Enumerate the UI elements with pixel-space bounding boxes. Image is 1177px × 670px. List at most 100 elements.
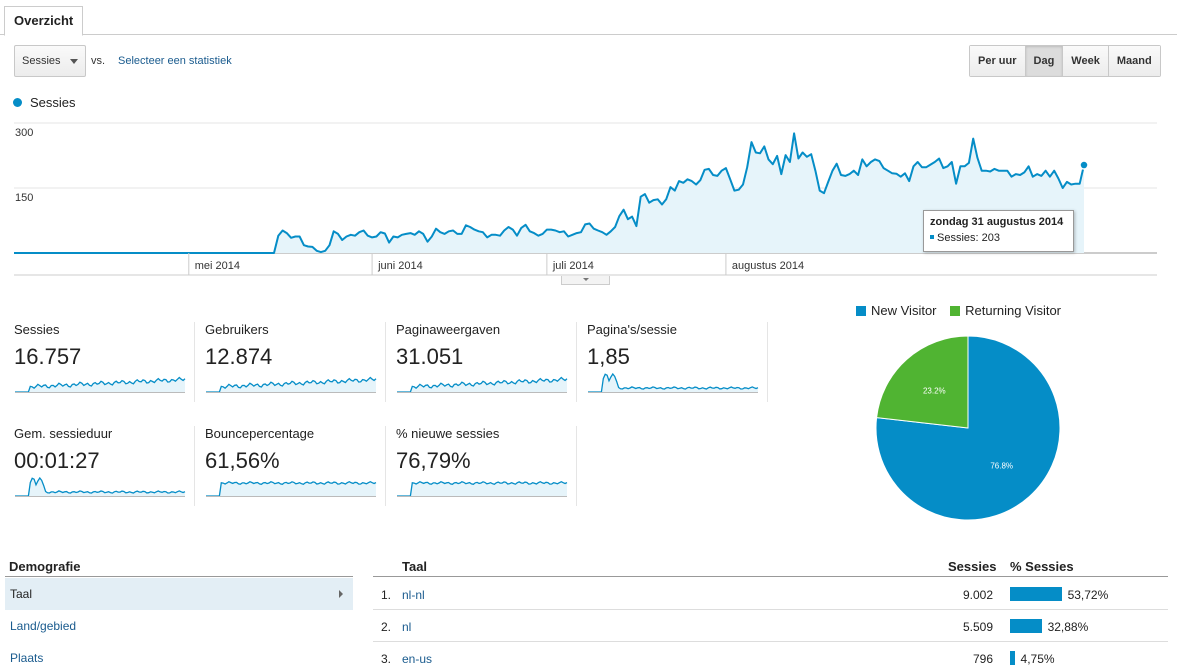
- metric-dropdown-label: Sessies: [22, 55, 61, 67]
- tab-overview[interactable]: Overzicht: [4, 6, 84, 36]
- scorecard-bounce-rate[interactable]: Bouncepercentage 61,56%: [205, 426, 386, 506]
- row-sessions: 796: [972, 652, 993, 666]
- sparkline: [397, 376, 568, 393]
- sessions-line: [14, 132, 1085, 254]
- row-language-link[interactable]: nl: [402, 620, 412, 634]
- chevron-down-icon: [583, 278, 589, 281]
- chart-legend: Sessies: [13, 95, 76, 110]
- vs-label: vs.: [91, 55, 106, 67]
- scorecard-label: % nieuwe sessies: [396, 426, 500, 441]
- sparkline-area: [15, 478, 185, 496]
- scorecard-value: 1,85: [587, 344, 630, 369]
- pie-slice-returning-visitor: [876, 335, 969, 429]
- sparkline-line: [206, 480, 377, 497]
- row-language-link[interactable]: en-us: [402, 652, 433, 666]
- sparkline-area: [206, 481, 376, 496]
- scorecard-sessions[interactable]: Sessies 16.757: [14, 322, 195, 402]
- demographics-heading: Demografie: [9, 559, 81, 574]
- table-row: 3. en-us 796 4,75%: [373, 642, 1168, 670]
- chart-collapse-handle[interactable]: [561, 276, 610, 285]
- scorecard-label: Pagina's/sessie: [587, 322, 677, 337]
- scorecard-value: 61,56%: [205, 448, 280, 473]
- column-header-pct-sessions: % Sessies: [1010, 559, 1074, 574]
- scorecard-value: 00:01:27: [14, 448, 100, 473]
- y-tick-label: 300: [15, 127, 33, 139]
- row-percent: 32,88%: [1047, 620, 1089, 634]
- x-tick-label: juni 2014: [377, 260, 423, 272]
- pie-slice-label: 23.2%: [923, 386, 946, 395]
- column-header-language: Taal: [402, 559, 428, 574]
- tooltip-value: Sessies: 203: [930, 232, 1067, 244]
- row-percent-bar: [1010, 587, 1062, 601]
- highlighted-point: [1079, 160, 1089, 170]
- row-percent-bar: [1010, 619, 1042, 633]
- x-tick-label: augustus 2014: [732, 260, 804, 272]
- sparkline: [397, 480, 568, 497]
- sparkline: [15, 476, 186, 497]
- per-hour-button[interactable]: Per uur: [970, 46, 1026, 76]
- scorecard-label: Sessies: [14, 322, 60, 337]
- visitor-type-pie-chart[interactable]: 76.8% 23.2%: [870, 330, 1066, 526]
- row-number: 3.: [381, 652, 392, 666]
- sparkline: [206, 376, 377, 393]
- x-tick-label: juli 2014: [552, 260, 594, 272]
- row-percent-bar: [1010, 651, 1015, 665]
- scorecard-label: Bouncepercentage: [205, 426, 315, 441]
- sessions-line-chart[interactable]: 300 150 mei 2014 juni 2014 juli 2014 augustus…: [0, 113, 1177, 285]
- y-tick-label: 150: [15, 192, 33, 204]
- scorecard-label: Gem. sessieduur: [14, 426, 113, 441]
- series-square-icon: [930, 235, 934, 239]
- pie-legend: New Visitor Returning Visitor: [856, 303, 1061, 318]
- sparkline: [588, 372, 759, 393]
- metric-dropdown[interactable]: Sessies: [14, 45, 86, 77]
- divider: [5, 576, 353, 577]
- returning-visitor-swatch: [950, 306, 961, 316]
- tooltip-date: zondag 31 augustus 2014: [930, 216, 1064, 228]
- row-language-link[interactable]: nl-nl: [402, 588, 425, 602]
- scorecard-users[interactable]: Gebruikers 12.874: [205, 322, 386, 402]
- tab-bar: Overzicht: [0, 0, 1177, 36]
- divider: [373, 576, 1168, 577]
- sparkline-line: [397, 480, 568, 497]
- tooltip-value-text: Sessies: 203: [937, 232, 1000, 244]
- legend-series-label: Sessies: [30, 95, 76, 110]
- scorecard-new-sessions[interactable]: % nieuwe sessies 76,79%: [396, 426, 577, 506]
- chart-tooltip: zondag 31 augustus 2014 Sessies: 203: [923, 210, 1074, 252]
- table-row: 1. nl-nl 9.002 53,72%: [373, 578, 1168, 610]
- pie-slice-label: 76.8%: [990, 462, 1013, 471]
- chevron-right-icon: [339, 590, 343, 598]
- row-sessions: 9.002: [962, 588, 993, 602]
- row-number: 2.: [381, 620, 392, 634]
- select-metric-link[interactable]: Selecteer een statistiek: [118, 55, 232, 67]
- row-number: 1.: [381, 588, 392, 602]
- demographics-item-label: Taal: [10, 587, 33, 601]
- scorecard-avg-session-duration[interactable]: Gem. sessieduur 00:01:27: [14, 426, 195, 506]
- scorecard-pageviews[interactable]: Paginaweergaven 31.051: [396, 322, 577, 402]
- pie-legend-new[interactable]: New Visitor: [871, 303, 937, 318]
- scorecard-value: 76,79%: [396, 448, 471, 473]
- day-button[interactable]: Dag: [1025, 46, 1064, 76]
- scorecard-label: Gebruikers: [205, 322, 269, 337]
- granularity-toggle: Per uur Dag Week Maand: [969, 45, 1161, 77]
- new-visitor-swatch: [856, 306, 866, 316]
- sparkline: [206, 480, 377, 497]
- demographics-item-city[interactable]: Plaats: [10, 651, 44, 665]
- sparkline-area: [588, 374, 758, 392]
- demographics-item-language[interactable]: Taal: [5, 578, 353, 610]
- month-button[interactable]: Maand: [1108, 46, 1160, 76]
- sparkline-area: [397, 481, 567, 496]
- chevron-down-icon: [70, 59, 78, 64]
- sparkline-line: [206, 376, 377, 393]
- demographics-item-country[interactable]: Land/gebied: [10, 619, 77, 633]
- week-button[interactable]: Week: [1063, 46, 1109, 76]
- sessions-area: [14, 133, 1084, 253]
- scorecard-pages-per-session[interactable]: Pagina's/sessie 1,85: [587, 322, 768, 402]
- x-tick-label: mei 2014: [195, 260, 240, 272]
- pie-legend-returning[interactable]: Returning Visitor: [965, 303, 1062, 318]
- table-row: 2. nl 5.509 32,88%: [373, 610, 1168, 642]
- row-percent: 4,75%: [1020, 652, 1055, 666]
- sparkline-line: [15, 476, 186, 497]
- sparkline-line: [15, 376, 186, 393]
- column-header-sessions: Sessies: [948, 559, 997, 574]
- scorecard-value: 12.874: [205, 344, 273, 369]
